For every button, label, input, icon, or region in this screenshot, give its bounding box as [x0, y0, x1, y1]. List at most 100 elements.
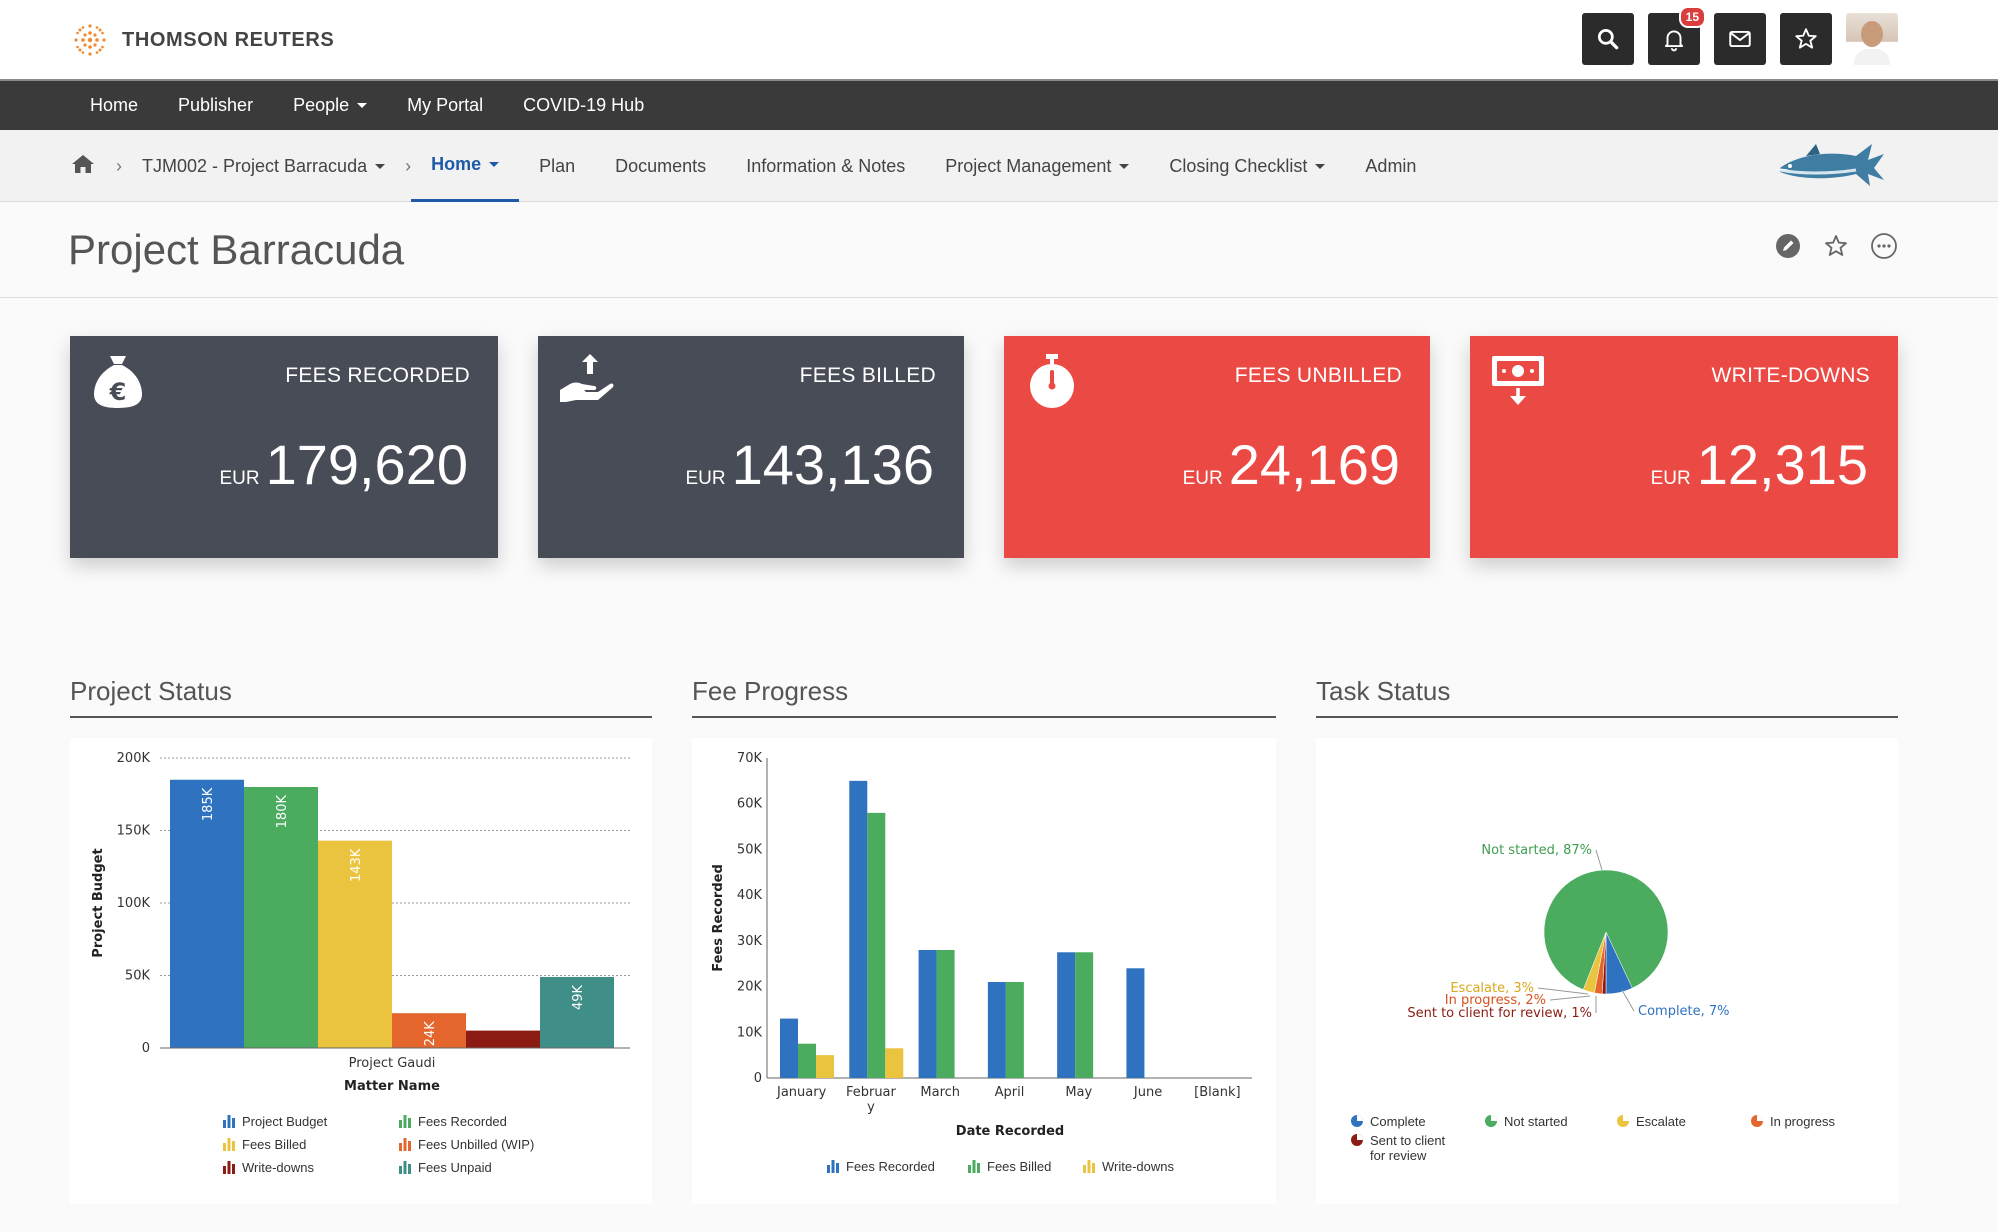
legend-label: Write-downs — [1102, 1159, 1175, 1174]
pie-legend-icon — [1350, 1114, 1364, 1128]
y-tick-label: 10K — [737, 1025, 763, 1040]
legend-label: Complete — [1370, 1114, 1426, 1129]
legend-item[interactable]: Fees Unpaid — [398, 1160, 492, 1175]
nav-covid-hub[interactable]: COVID-19 Hub — [523, 95, 644, 116]
kpi-fees-unbilled[interactable]: FEES UNBILLED EUR 24,169 — [1004, 336, 1430, 558]
legend-item[interactable]: Fees Billed — [967, 1159, 1051, 1174]
legend-item[interactable]: Write-downs — [222, 1160, 314, 1175]
x-tick-label: y — [867, 1100, 875, 1115]
bar — [780, 1018, 798, 1078]
tab-closing-checklist[interactable]: Closing Checklist — [1169, 130, 1326, 202]
task-status-chart: Not started, 87% Escalate, 3%In progress,… — [1407, 843, 1729, 1021]
kpi-label: FEES RECORDED — [285, 364, 470, 387]
brand-logo[interactable]: THOMSON REUTERS — [70, 20, 334, 60]
bar — [466, 1030, 540, 1048]
divider — [70, 716, 652, 718]
favorites-button[interactable] — [1780, 13, 1832, 65]
legend-item[interactable]: Fees Recorded — [826, 1159, 935, 1174]
notifications-button[interactable]: 15 — [1648, 6, 1706, 65]
tab-home[interactable]: Home — [411, 130, 520, 202]
user-avatar[interactable] — [1846, 13, 1898, 65]
y-tick-label: 0 — [142, 1041, 150, 1056]
y-tick-label: 50K — [737, 842, 763, 857]
task-status-title: Task Status — [1316, 676, 1451, 706]
x-tick-label: Februar — [846, 1085, 897, 1100]
project-selector[interactable]: TJM002 - Project Barracuda — [142, 155, 386, 177]
y-tick-label: 30K — [737, 934, 763, 949]
tab-project-management[interactable]: Project Management — [945, 130, 1130, 202]
project-status-chart-panel: 0 50K 100K 150K 200K 185K 180K 143K 24K 49K Projec… — [70, 738, 652, 1204]
search-button[interactable] — [1582, 13, 1634, 65]
nav-my-portal[interactable]: My Portal — [407, 95, 483, 116]
legend-item[interactable]: Project Budget — [222, 1114, 327, 1129]
tab-information-notes-label: Information & Notes — [746, 155, 906, 176]
data-label: 180K — [275, 795, 290, 829]
legend-label: Write-downs — [242, 1160, 315, 1175]
legend-item[interactable]: Fees Recorded — [398, 1114, 507, 1129]
kpi-currency: EUR — [219, 468, 260, 489]
kpi-fees-billed[interactable]: FEES BILLED EUR 143,136 — [538, 336, 964, 558]
bar-legend-icon — [398, 1160, 412, 1174]
kpi-label: FEES UNBILLED — [1234, 364, 1402, 387]
bar — [540, 976, 614, 1048]
kpi-currency: EUR — [685, 468, 726, 489]
legend-item[interactable]: Escalate — [1616, 1114, 1686, 1129]
messages-button[interactable] — [1714, 13, 1766, 65]
page-title: Project Barracuda — [68, 226, 405, 273]
x-tick-label: May — [1065, 1085, 1092, 1100]
bell-icon — [1664, 30, 1684, 52]
tab-information-notes[interactable]: Information & Notes — [746, 130, 905, 202]
y-tick-label: 150K — [117, 824, 151, 839]
x-tick-label: March — [920, 1085, 960, 1100]
star-icon[interactable] — [1822, 232, 1850, 260]
brand-name: THOMSON REUTERS — [122, 28, 335, 51]
kpi-fees-recorded[interactable]: € FEES RECORDED EUR 179,620 — [70, 336, 498, 558]
bar — [392, 1013, 466, 1048]
pie-label: Not started, 87% — [1481, 843, 1592, 858]
legend-label: Not started — [1504, 1114, 1568, 1129]
tab-closing-checklist-label: Closing Checklist — [1169, 155, 1308, 176]
legend-item[interactable]: Fees Billed — [222, 1137, 306, 1152]
tab-plan[interactable]: Plan — [539, 130, 575, 202]
tab-documents[interactable]: Documents — [615, 130, 706, 202]
bar — [885, 1048, 904, 1078]
legend-item[interactable]: Fees Unbilled (WIP) — [398, 1137, 534, 1152]
nav-people[interactable]: People — [293, 95, 368, 116]
legend-label: Fees Recorded — [418, 1114, 507, 1129]
bar — [849, 780, 868, 1078]
data-label: 143K — [349, 848, 364, 882]
barracuda-fish-icon — [1778, 144, 1884, 186]
y-axis-title: Project Budget — [91, 848, 106, 957]
kpi-currency: EUR — [1650, 468, 1691, 489]
x-tick-label: Project Gaudi — [349, 1056, 436, 1071]
tab-admin[interactable]: Admin — [1365, 130, 1416, 202]
legend-item[interactable]: Sent to client for review — [1350, 1133, 1445, 1163]
legend-item[interactable]: In progress — [1750, 1114, 1835, 1129]
page-actions — [1774, 232, 1898, 260]
legend-item[interactable]: Complete — [1350, 1114, 1426, 1129]
divider — [1316, 716, 1898, 718]
page-header: Project Barracuda — [0, 202, 1998, 298]
bar-legend-icon — [967, 1159, 981, 1173]
bar — [1126, 968, 1145, 1078]
caret-down-icon — [1315, 163, 1326, 169]
nav-publisher[interactable]: Publisher — [178, 95, 253, 116]
y-tick-label: 70K — [737, 751, 763, 766]
bar-legend-icon — [826, 1159, 840, 1173]
project-status-chart: 0 50K 100K 150K 200K 185K 180K 143K 24K 49K Projec… — [91, 751, 630, 1094]
y-tick-label: 50K — [125, 969, 151, 984]
y-tick-label: 0 — [754, 1071, 762, 1086]
legend-item[interactable]: Write-downs — [1082, 1159, 1174, 1174]
nav-publisher-label: Publisher — [178, 95, 254, 115]
kpi-write-downs[interactable]: WRITE-DOWNS EUR 12,315 — [1470, 336, 1898, 558]
legend-label: Fees Billed — [987, 1159, 1052, 1174]
more-options-icon[interactable] — [1870, 232, 1898, 260]
home-icon[interactable] — [70, 153, 96, 180]
project-selector-label: TJM002 - Project Barracuda — [142, 155, 368, 176]
header-actions: 15 — [1582, 6, 1898, 65]
nav-home[interactable]: Home — [90, 95, 138, 116]
pie-legend-icon — [1616, 1114, 1630, 1128]
edit-icon[interactable] — [1774, 232, 1802, 260]
legend-item[interactable]: Not started — [1484, 1114, 1568, 1129]
